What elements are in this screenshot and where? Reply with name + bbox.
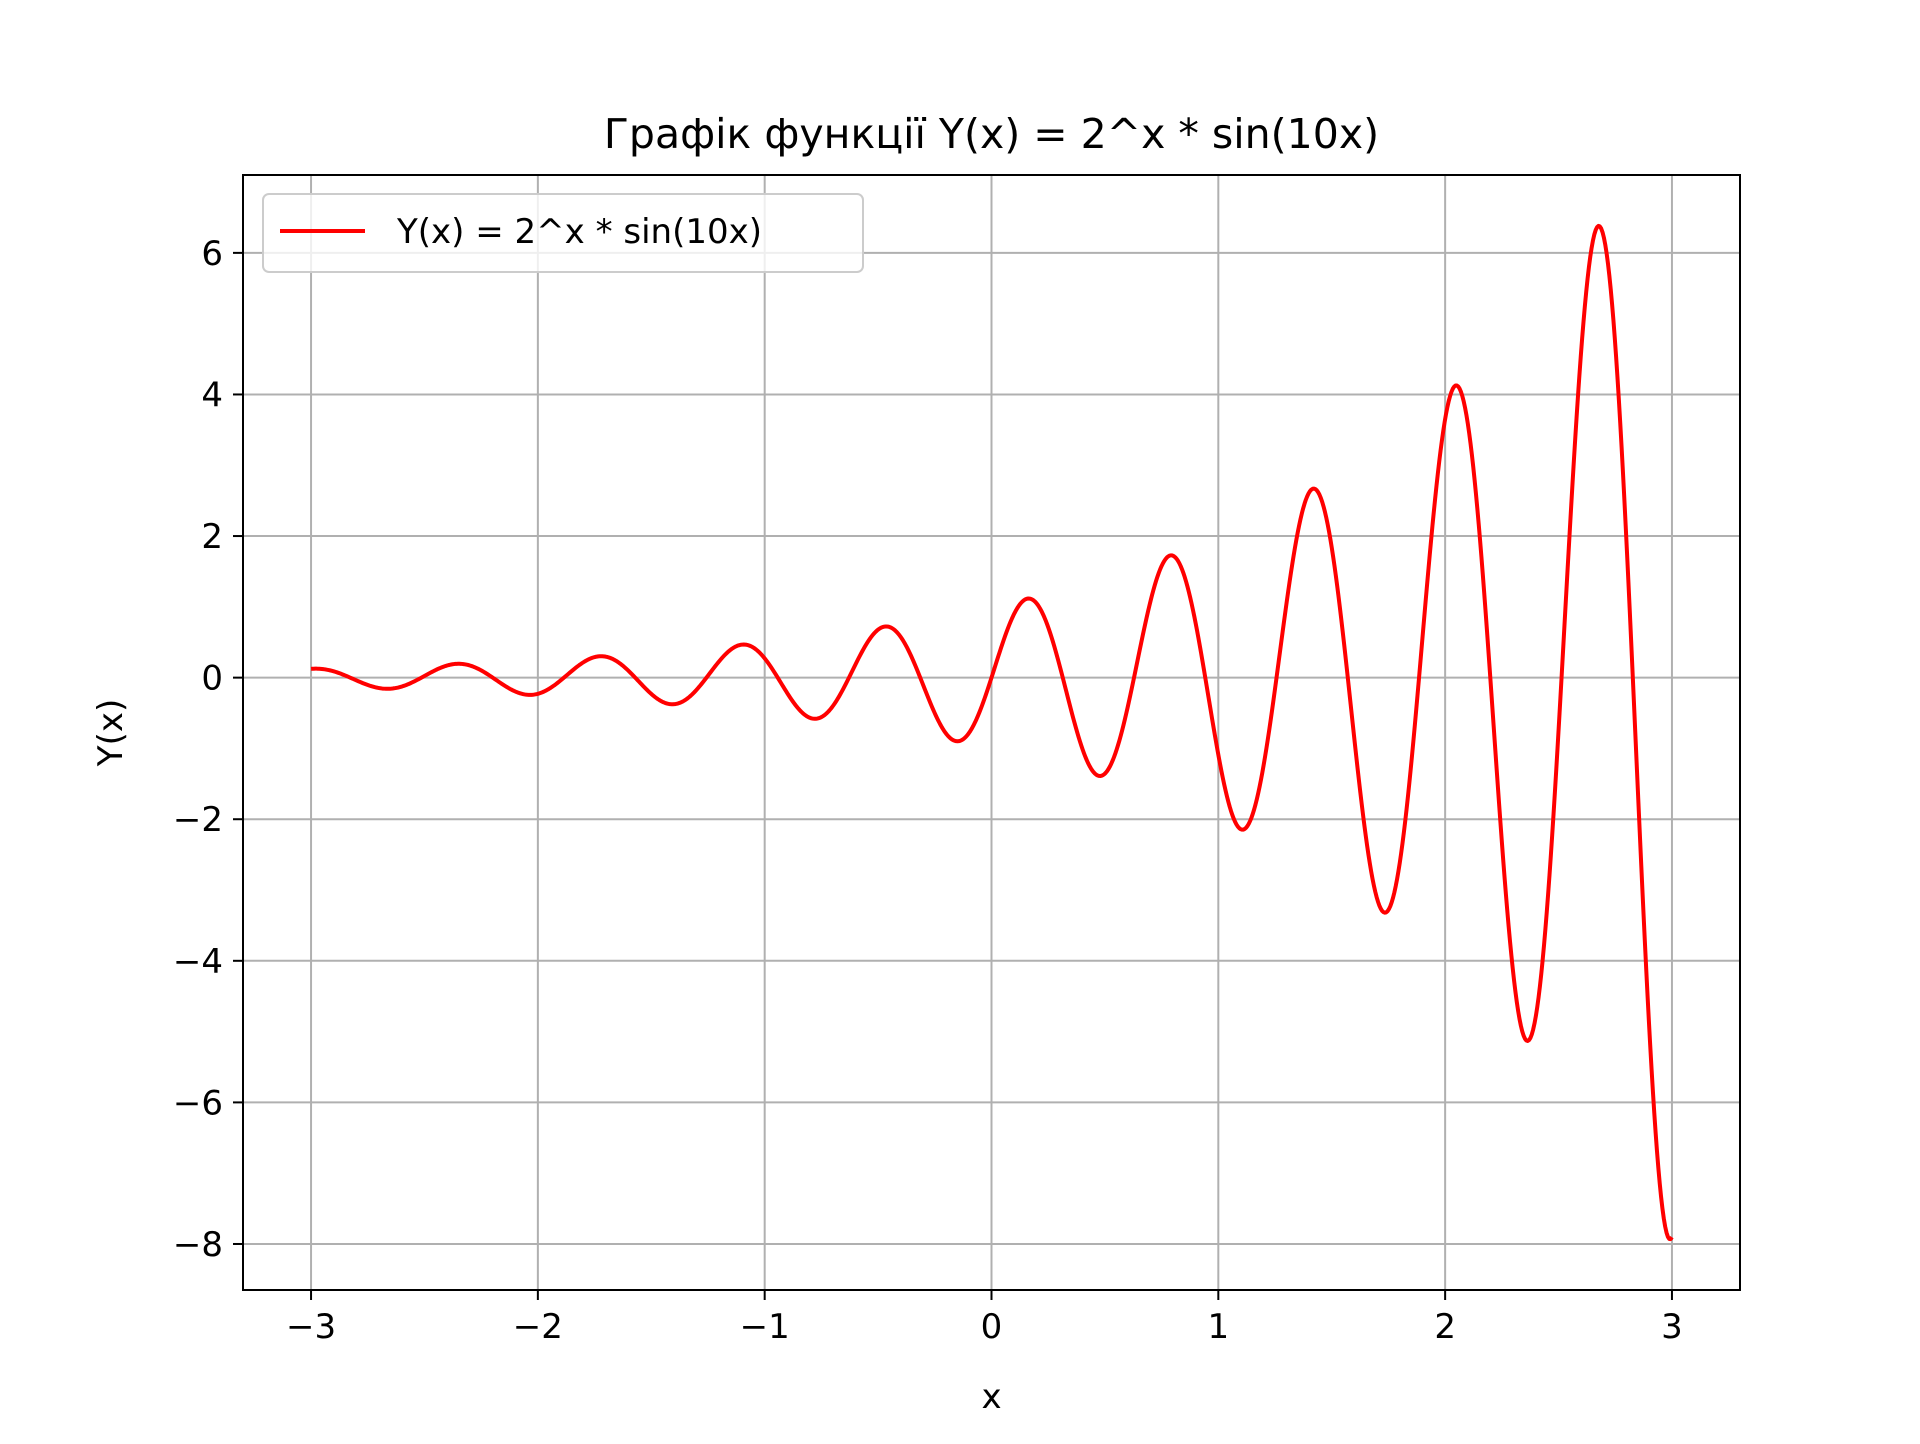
x-tick-label-3: 0 (981, 1307, 1003, 1347)
x-tick-label-0: −3 (286, 1307, 336, 1347)
y-tick-label-4: 0 (201, 659, 223, 699)
y-tick-label-2: −4 (173, 942, 223, 982)
y-axis-label: Y(x) (91, 699, 131, 767)
legend: Y(x) = 2^x * sin(10x) (262, 193, 864, 273)
axis-ticks: −3 −2 −1 0 1 2 3 −8 −6 −4 −2 0 2 4 6 (173, 234, 1683, 1347)
y-tick-label-7: 6 (201, 234, 223, 274)
y-tick-label-3: −2 (173, 800, 223, 840)
x-tick-label-4: 1 (1207, 1307, 1229, 1347)
x-tick-label-1: −2 (513, 1307, 563, 1347)
y-tick-label-1: −6 (173, 1083, 223, 1123)
y-tick-label-6: 4 (201, 375, 223, 415)
grid-lines (243, 175, 1740, 1290)
y-tick-label-0: −8 (173, 1225, 223, 1265)
x-axis-label: x (981, 1377, 1001, 1417)
y-tick-label-5: 2 (201, 517, 223, 557)
x-tick-label-6: 3 (1661, 1307, 1683, 1347)
series-layer (310, 223, 1674, 1242)
x-tick-label-5: 2 (1434, 1307, 1456, 1347)
x-tick-label-2: −1 (740, 1307, 790, 1347)
chart-title: Графік функції Y(x) = 2^x * sin(10x) (604, 110, 1379, 158)
legend-box (262, 193, 864, 273)
legend-label: Y(x) = 2^x * sin(10x) (396, 212, 762, 252)
series-line-0 (310, 223, 1674, 1242)
